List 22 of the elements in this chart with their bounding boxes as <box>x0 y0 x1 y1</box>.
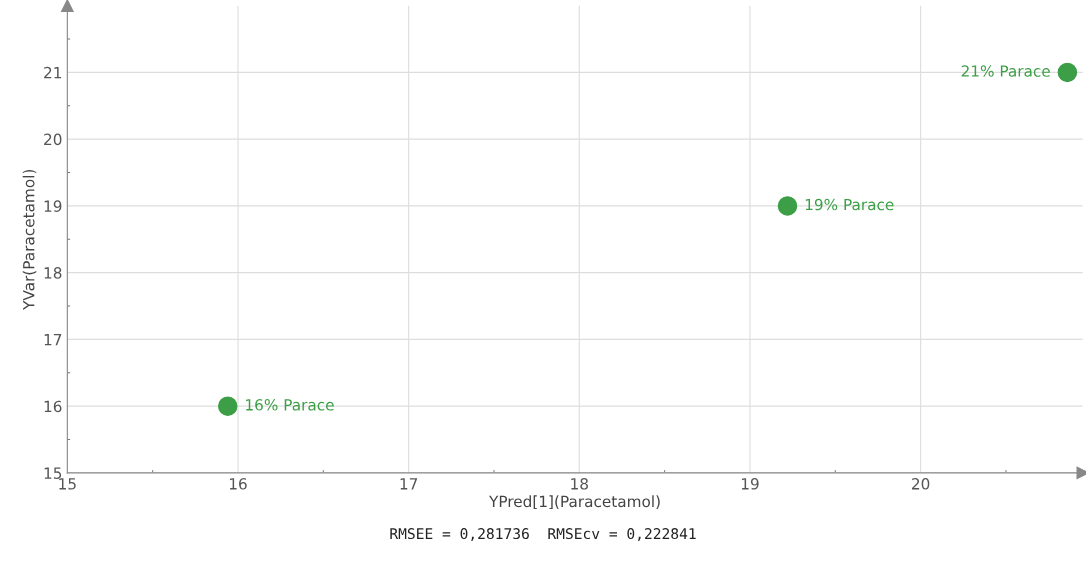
x-tick-label: 15 <box>59 478 76 490</box>
text: RMSEE = 0,281736 RMSEcv = 0,222841 <box>390 528 696 541</box>
point <box>1057 62 1078 83</box>
y-tick-label: 19 <box>44 200 62 212</box>
y-tick-label: 15 <box>44 467 62 479</box>
point <box>218 396 238 416</box>
x-tick-label: 20 <box>912 478 930 490</box>
x-tick-label: 17 <box>400 478 418 490</box>
y-tick-label: 18 <box>44 267 62 279</box>
x-axis-title: YPred[1](Paracetamol) <box>488 495 660 509</box>
y-tick-label: 21 <box>44 66 62 79</box>
point <box>777 196 798 216</box>
annotation: 19% Parace <box>805 198 894 211</box>
x-tick-label: 19 <box>741 478 759 490</box>
annotation: 16% Parace <box>246 399 334 411</box>
x-tick-label: 16 <box>229 478 247 490</box>
y-tick-label: 20 <box>44 133 62 146</box>
y-axis-title: YVar(Paracetamol) <box>22 169 37 310</box>
x-tick-label: 18 <box>571 478 588 490</box>
y-tick-label: 16 <box>44 400 62 413</box>
y-tick-label: 17 <box>44 334 62 346</box>
annotation: 21% Parace <box>961 65 1050 77</box>
